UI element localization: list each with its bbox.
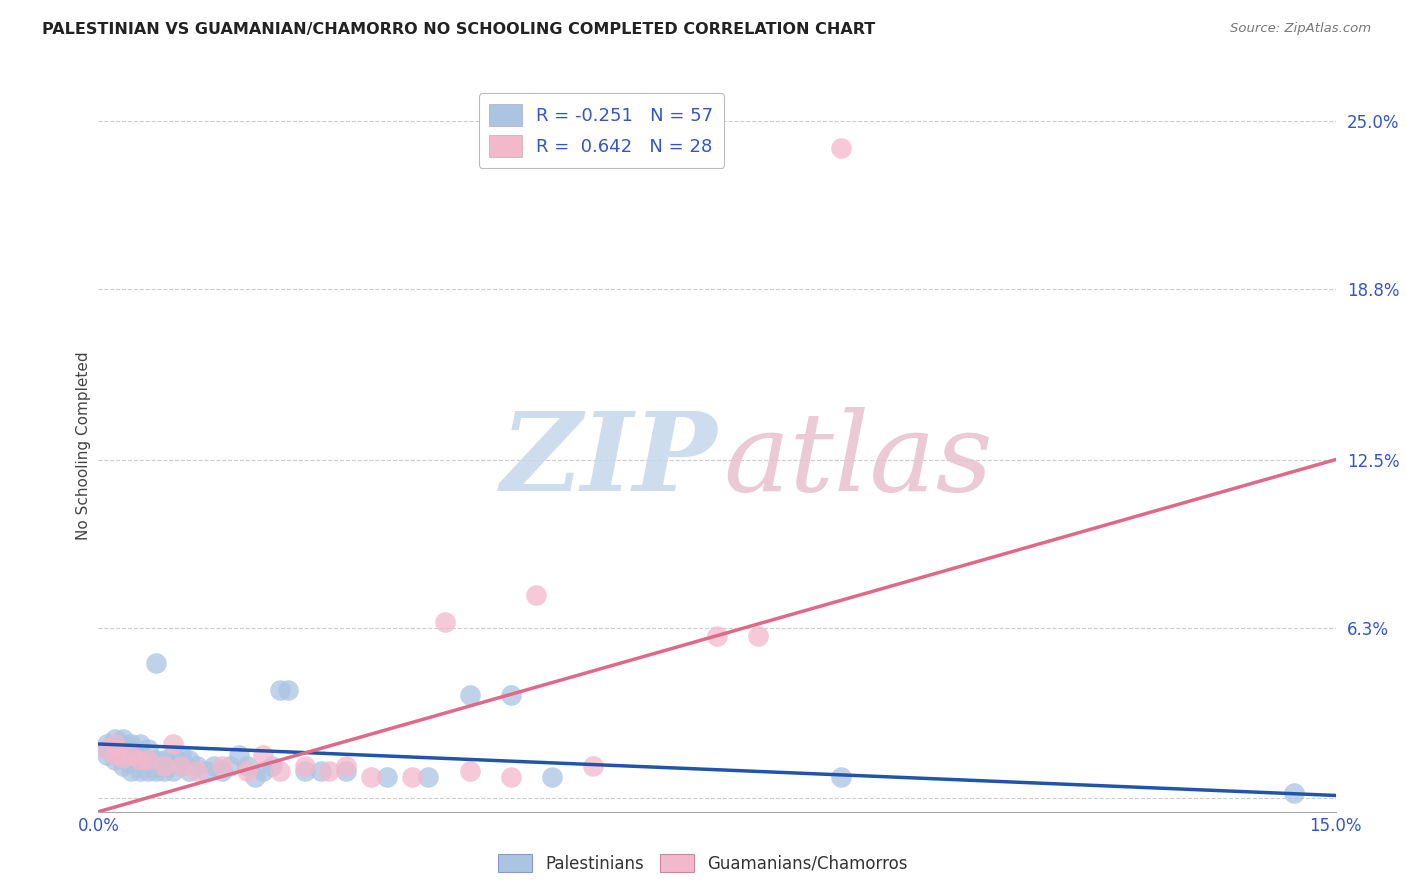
Point xyxy=(120,742,142,756)
Point xyxy=(120,756,142,770)
Point xyxy=(211,758,233,772)
Point xyxy=(830,141,852,155)
Y-axis label: No Schooling Completed: No Schooling Completed xyxy=(76,351,91,541)
Point xyxy=(112,731,135,746)
Point xyxy=(236,764,259,778)
Point xyxy=(269,682,291,697)
Point xyxy=(104,747,127,762)
Point xyxy=(145,656,167,670)
Point xyxy=(236,758,259,772)
Point xyxy=(112,742,135,756)
Point xyxy=(153,764,176,778)
Point xyxy=(499,770,522,784)
Point xyxy=(145,753,167,767)
Point xyxy=(112,758,135,772)
Point xyxy=(112,737,135,751)
Point xyxy=(96,742,118,756)
Point xyxy=(582,758,605,772)
Point xyxy=(96,747,118,762)
Point xyxy=(309,764,332,778)
Point xyxy=(145,764,167,778)
Point xyxy=(747,629,769,643)
Point xyxy=(104,753,127,767)
Legend: R = -0.251   N = 57, R =  0.642   N = 28: R = -0.251 N = 57, R = 0.642 N = 28 xyxy=(478,93,724,168)
Point xyxy=(120,747,142,762)
Point xyxy=(252,764,274,778)
Point xyxy=(228,747,250,762)
Point xyxy=(120,747,142,762)
Point xyxy=(136,753,159,767)
Point xyxy=(202,758,225,772)
Point xyxy=(96,742,118,756)
Point xyxy=(162,764,184,778)
Point xyxy=(128,764,150,778)
Point xyxy=(153,758,176,772)
Point xyxy=(96,737,118,751)
Point xyxy=(335,758,357,772)
Point xyxy=(128,753,150,767)
Point xyxy=(179,764,201,778)
Point xyxy=(211,764,233,778)
Legend: Palestinians, Guamanians/Chamorros: Palestinians, Guamanians/Chamorros xyxy=(492,847,914,880)
Point xyxy=(458,764,481,778)
Point xyxy=(136,753,159,767)
Point xyxy=(541,770,564,784)
Point xyxy=(136,742,159,756)
Point xyxy=(120,737,142,751)
Point xyxy=(153,753,176,767)
Point xyxy=(418,770,440,784)
Point xyxy=(219,758,242,772)
Point xyxy=(458,688,481,702)
Point xyxy=(186,758,208,772)
Point xyxy=(260,758,283,772)
Point xyxy=(294,764,316,778)
Point xyxy=(277,682,299,697)
Text: Source: ZipAtlas.com: Source: ZipAtlas.com xyxy=(1230,22,1371,36)
Point xyxy=(335,764,357,778)
Point xyxy=(128,737,150,751)
Point xyxy=(128,747,150,762)
Point xyxy=(360,770,382,784)
Point xyxy=(170,758,193,772)
Point xyxy=(706,629,728,643)
Point xyxy=(243,770,266,784)
Point xyxy=(120,764,142,778)
Point xyxy=(252,747,274,762)
Point xyxy=(162,747,184,762)
Text: atlas: atlas xyxy=(723,407,993,515)
Point xyxy=(170,747,193,762)
Point xyxy=(830,770,852,784)
Point xyxy=(104,742,127,756)
Point xyxy=(499,688,522,702)
Point xyxy=(104,747,127,762)
Point xyxy=(128,753,150,767)
Point xyxy=(104,731,127,746)
Point xyxy=(179,753,201,767)
Point xyxy=(524,588,547,602)
Point xyxy=(401,770,423,784)
Point xyxy=(1284,786,1306,800)
Point xyxy=(318,764,340,778)
Point xyxy=(375,770,398,784)
Point xyxy=(170,758,193,772)
Text: PALESTINIAN VS GUAMANIAN/CHAMORRO NO SCHOOLING COMPLETED CORRELATION CHART: PALESTINIAN VS GUAMANIAN/CHAMORRO NO SCH… xyxy=(42,22,876,37)
Point xyxy=(186,764,208,778)
Point xyxy=(269,764,291,778)
Point xyxy=(162,737,184,751)
Point xyxy=(433,615,456,629)
Point xyxy=(104,737,127,751)
Point xyxy=(294,758,316,772)
Point xyxy=(194,764,217,778)
Point xyxy=(112,750,135,764)
Point xyxy=(136,764,159,778)
Text: ZIP: ZIP xyxy=(501,407,717,515)
Point xyxy=(112,750,135,764)
